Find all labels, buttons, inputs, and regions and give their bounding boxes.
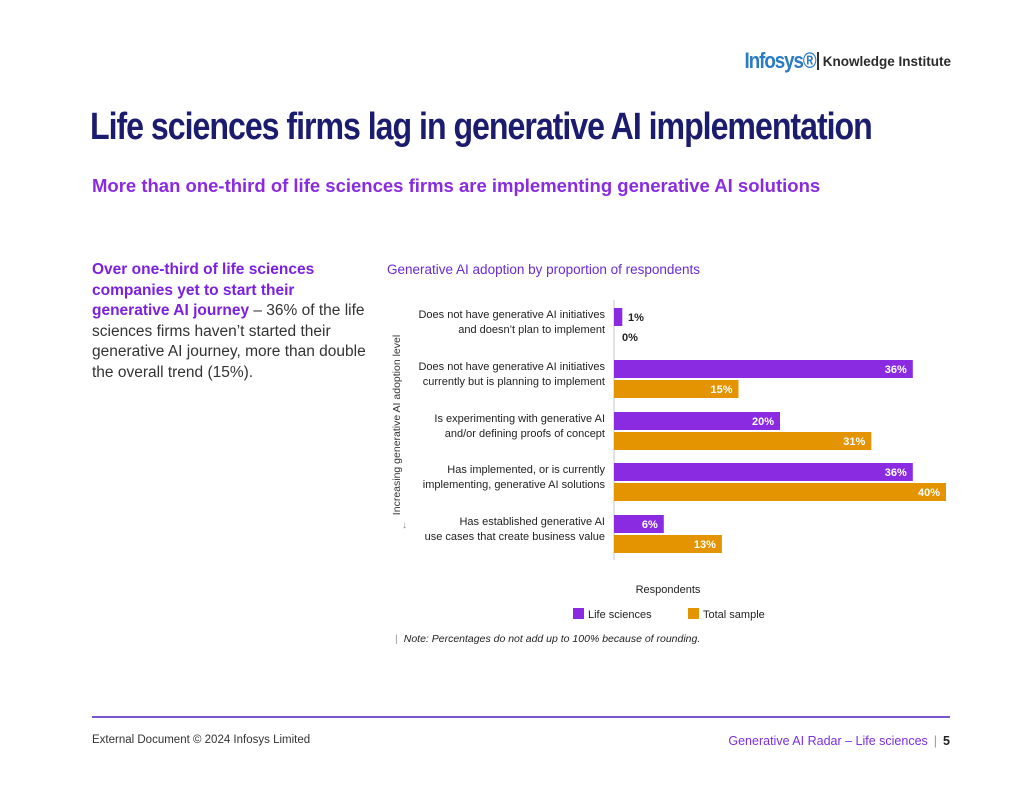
bar-life-sciences xyxy=(614,412,780,430)
bar-total-sample xyxy=(614,483,946,501)
x-axis-title: Respondents xyxy=(636,584,701,596)
category-label: Does not have generative AI initiatives xyxy=(418,361,605,373)
bar-total-sample xyxy=(614,535,722,553)
bar-life-sciences xyxy=(614,515,664,533)
bar-life-sciences xyxy=(614,360,913,378)
category-label: currently but is planning to implement xyxy=(423,376,605,388)
logo-subtitle: Knowledge Institute xyxy=(822,53,951,69)
category-label: and doesn’t plan to implement xyxy=(458,324,605,336)
footer-section: Generative AI Radar – Life sciences | 5 xyxy=(728,734,950,748)
logo-brand: Infosys® xyxy=(744,48,816,73)
data-label: 36% xyxy=(885,364,907,376)
category-label: Has implemented, or is currently xyxy=(447,464,605,476)
data-label: 0% xyxy=(622,332,638,344)
bar-total-sample xyxy=(614,380,739,398)
category-label: Is experimenting with generative AI xyxy=(434,413,605,425)
data-label: 20% xyxy=(752,416,774,428)
axis-arrow-icon: ↓ xyxy=(402,520,407,531)
bar-life-sciences xyxy=(614,463,913,481)
bar-total-sample xyxy=(614,432,872,450)
chart-title: Generative AI adoption by proportion of … xyxy=(387,262,700,277)
legend-label: Total sample xyxy=(703,609,765,621)
footer-section-title: Generative AI Radar – Life sciences xyxy=(728,734,928,748)
category-label: and/or defining proofs of concept xyxy=(445,428,605,440)
data-label: 13% xyxy=(694,539,716,551)
note-text: Note: Percentages do not add up to 100% … xyxy=(403,633,701,645)
footer-divider xyxy=(92,716,950,718)
lede-body: – 36% of the life sciences firms haven’t… xyxy=(92,302,366,381)
data-label: 40% xyxy=(918,487,940,499)
page-number: 5 xyxy=(943,734,950,748)
category-label: Has established generative AI xyxy=(459,516,605,528)
data-label: 1% xyxy=(628,312,644,324)
data-label: 6% xyxy=(642,519,658,531)
data-label: 31% xyxy=(843,436,865,448)
footer-separator: | xyxy=(933,734,938,748)
footer-copyright: External Document © 2024 Infosys Limited xyxy=(92,734,311,746)
data-label: 36% xyxy=(885,467,907,479)
legend-swatch xyxy=(573,608,584,619)
chart-note: | Note: Percentages do not add up to 100%… xyxy=(395,633,700,645)
legend-swatch xyxy=(688,608,699,619)
note-marker: | xyxy=(395,633,398,645)
category-label: implementing, generative AI solutions xyxy=(423,479,606,491)
category-label: Does not have generative AI initiatives xyxy=(418,309,605,321)
legend-label: Life sciences xyxy=(588,609,652,621)
category-label: use cases that create business value xyxy=(425,531,605,543)
page-title: Life sciences firms lag in generative AI… xyxy=(90,106,873,148)
infosys-logo: Infosys® Knowledge Institute xyxy=(732,48,951,74)
lede-paragraph: Over one-third of life sciences companie… xyxy=(92,260,372,383)
lede-highlight: Over one-third of life sciences companie… xyxy=(92,261,315,319)
bar-life-sciences xyxy=(614,308,623,326)
data-label: 15% xyxy=(710,384,732,396)
logo-divider xyxy=(817,52,819,70)
page-subtitle: More than one-third of life sciences fir… xyxy=(92,175,821,196)
